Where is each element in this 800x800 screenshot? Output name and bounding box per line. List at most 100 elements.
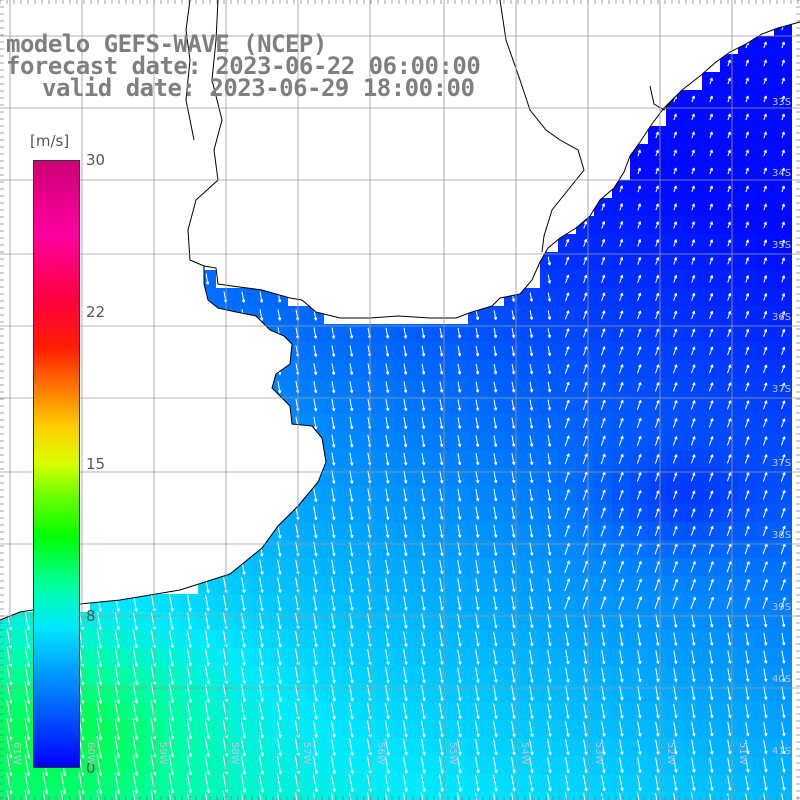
wind-arrow (457, 417, 462, 429)
wind-arrow (762, 507, 768, 518)
wind-arrow (493, 542, 498, 556)
wind-arrow (385, 470, 390, 484)
wind-arrow (726, 508, 732, 518)
wind-arrow (762, 400, 768, 410)
wind-speed-cell (522, 792, 540, 800)
wind-arrow (511, 345, 516, 357)
wind-arrow (690, 472, 696, 482)
wind-arrow (564, 489, 570, 501)
wind-arrow (331, 506, 336, 521)
wind-arrow (439, 524, 444, 538)
wind-arrow (636, 596, 643, 610)
wind-arrow (565, 256, 570, 266)
wind-arrow (403, 434, 408, 448)
wind-arrow (763, 59, 767, 67)
wind-arrow (331, 345, 336, 357)
wind-arrow (439, 470, 444, 484)
wind-arrow (564, 381, 570, 392)
wind-arrow (690, 508, 696, 518)
wind-arrow (709, 310, 714, 319)
wind-arrow (475, 435, 480, 448)
wind-arrow (690, 578, 696, 591)
wind-arrow (655, 221, 660, 229)
wind-arrow (331, 452, 336, 466)
wind-arrow (529, 435, 534, 447)
wind-arrow (691, 275, 696, 283)
wind-arrow (331, 559, 336, 575)
wind-arrow (529, 381, 534, 393)
wind-arrow (493, 310, 498, 321)
wind-arrow (780, 418, 786, 428)
wind-arrow (601, 221, 606, 229)
wind-arrow (421, 381, 426, 393)
wind-arrow (726, 561, 732, 573)
wind-arrow (637, 239, 642, 247)
wind-arrow (745, 364, 750, 374)
wind-arrow (709, 292, 714, 301)
wind-arrow (763, 346, 768, 356)
wind-arrow (403, 488, 408, 502)
wind-arrow (205, 273, 210, 285)
wind-arrow (745, 257, 750, 265)
wind-arrow (349, 506, 354, 521)
wind-arrow (654, 525, 660, 537)
wind-arrow (403, 327, 408, 339)
wind-arrow (313, 309, 318, 321)
wind-arrow (475, 542, 480, 556)
wind-arrow (529, 560, 534, 574)
wind-arrow (511, 381, 516, 393)
wind-arrow (547, 506, 552, 520)
wind-arrow (582, 560, 588, 574)
wind-arrow (547, 578, 552, 592)
wind-arrow (618, 453, 624, 464)
wind-arrow (475, 524, 480, 538)
wind-arrow (745, 149, 749, 157)
wind-arrow (636, 399, 642, 410)
wind-arrow (672, 454, 678, 464)
wind-arrow (511, 542, 516, 556)
wind-arrow (511, 435, 516, 447)
lat-label-38s: 38S (772, 530, 792, 541)
wind-arrow (636, 472, 642, 482)
wind-arrow (331, 470, 336, 484)
wind-arrow (385, 345, 390, 357)
wind-arrow (511, 363, 516, 375)
colorbar-unit: [m/s] (30, 132, 70, 150)
wind-arrow (726, 596, 732, 609)
wind-arrow (259, 291, 264, 303)
wind-arrow (618, 596, 625, 610)
wind-arrow (744, 436, 750, 446)
wind-arrow (547, 292, 552, 302)
wind-arrow (691, 221, 695, 229)
wind-speed-cell (576, 792, 594, 800)
wind-arrow (493, 470, 498, 484)
wind-arrow (475, 488, 480, 502)
wind-arrow (727, 275, 732, 283)
wind-arrow (349, 345, 354, 357)
wind-arrow (637, 328, 642, 338)
wind-arrow (781, 59, 785, 67)
wind-arrow (619, 239, 624, 247)
wind-arrow (385, 542, 390, 557)
wind-arrow (475, 417, 480, 429)
wind-arrow (564, 453, 570, 465)
colorbar-tick-15: 15 (86, 455, 106, 473)
wind-arrow (582, 435, 588, 447)
wind-arrow (439, 345, 444, 357)
wind-arrow (762, 525, 768, 537)
wind-arrow (691, 328, 696, 338)
wind-arrow (708, 561, 714, 573)
wind-arrow (601, 256, 606, 265)
wind-arrow (672, 382, 678, 392)
wind-speed-cell (90, 792, 108, 800)
wind-arrow (529, 471, 534, 484)
wind-speed-cell (414, 792, 432, 800)
wind-arrow (709, 239, 714, 247)
wind-speed-cell (0, 792, 18, 800)
wind-arrow (241, 577, 246, 593)
lat-label-33s: 33S (772, 97, 792, 108)
wind-arrow (637, 221, 642, 229)
wind-arrow (780, 525, 786, 537)
wind-arrow (726, 490, 732, 500)
wind-arrow (457, 542, 462, 556)
